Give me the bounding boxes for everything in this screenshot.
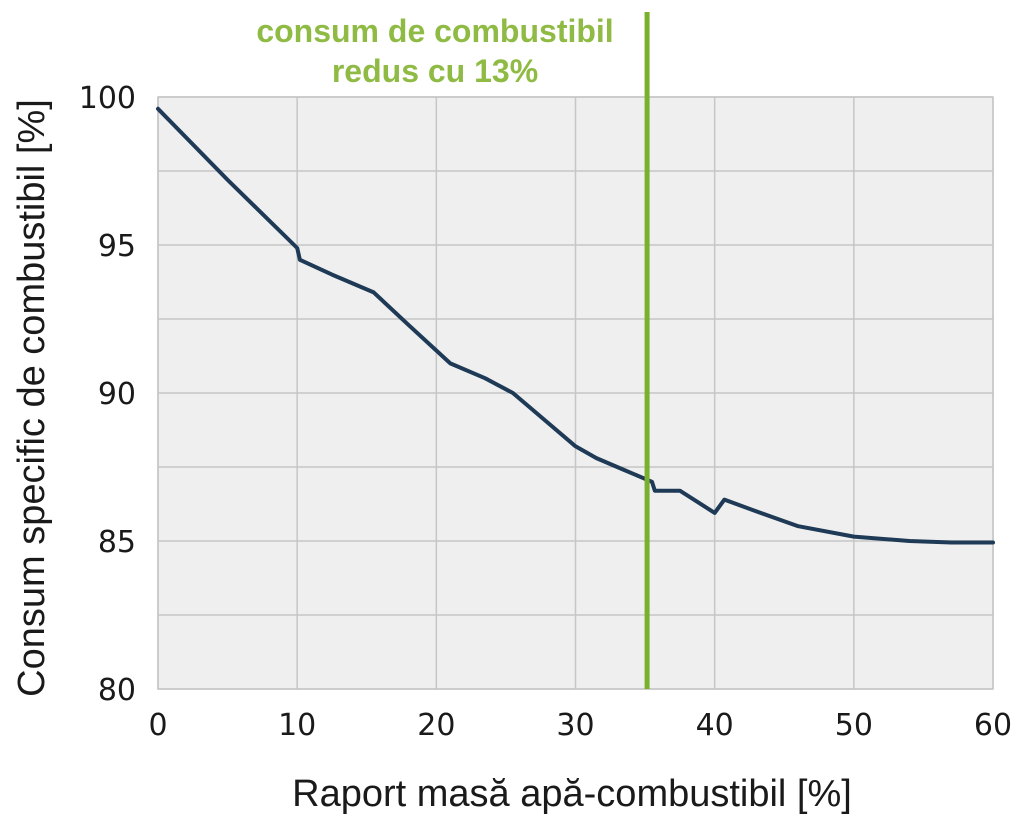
y-axis-label: Consum specific de combustibil [%]	[11, 99, 53, 697]
x-tick-label: 0	[148, 708, 167, 743]
x-tick-label: 20	[417, 708, 455, 743]
y-tick-label: 90	[98, 377, 136, 412]
x-tick-label: 40	[696, 708, 734, 743]
grid	[157, 96, 994, 690]
x-axis-ticks: 0 10 20 30 40 50 60	[148, 708, 1012, 743]
y-tick-label: 85	[98, 525, 136, 560]
x-tick-label: 50	[835, 708, 873, 743]
y-axis-ticks: 80 85 90 95 100	[79, 81, 136, 708]
x-tick-label: 10	[278, 708, 316, 743]
y-tick-label: 95	[98, 229, 136, 264]
x-tick-label: 30	[556, 708, 594, 743]
annotation-line-2: redus cu 13%	[332, 53, 538, 89]
x-tick-label: 60	[974, 708, 1012, 743]
x-axis-label: Raport masă apă-combustibil [%]	[292, 773, 852, 815]
y-tick-label: 80	[98, 673, 136, 708]
series-line	[156, 106, 995, 545]
y-tick-label: 100	[79, 81, 136, 116]
annotation-line-1: consum de combustibil	[256, 13, 613, 49]
